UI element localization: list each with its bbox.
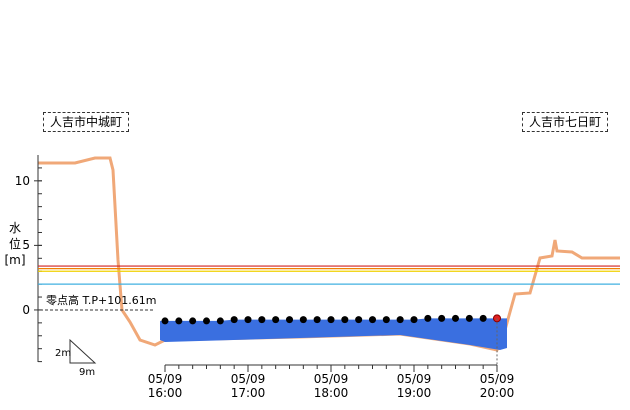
water-area	[160, 318, 507, 350]
water-level-point	[161, 317, 169, 325]
water-level-point	[286, 316, 293, 324]
y-tick-label: 10	[14, 173, 30, 188]
datum-label: 零点高 T.P+101.61m	[46, 294, 157, 307]
water-level-point	[410, 316, 418, 324]
scale-triangle	[69, 338, 97, 364]
water-level-point	[189, 317, 197, 325]
x-tick-label: 05/09 16:00	[147, 372, 183, 400]
water-level-point	[230, 316, 238, 324]
x-tick-label: 05/09 20:00	[479, 372, 515, 400]
x-tick-label: 05/09 17:00	[230, 372, 266, 400]
water-level-point	[355, 316, 363, 324]
water-level-point	[382, 316, 390, 324]
left-station: 人吉市中城町	[43, 112, 130, 132]
water-level-point	[396, 316, 404, 324]
water-level-point	[327, 316, 335, 324]
y-tick-label: 5	[22, 238, 30, 253]
y-label: 水位[m]	[4, 221, 26, 267]
scale-h: 9m	[79, 367, 96, 378]
y-tick-label: 0	[22, 302, 30, 317]
water-level-point	[438, 314, 446, 322]
scale-v: 2m	[55, 348, 72, 359]
water-level-point	[452, 314, 459, 322]
water-level-point	[175, 317, 183, 325]
water-level-point	[465, 314, 473, 322]
water-level-point	[424, 314, 432, 322]
x-tick-label: 05/09 18:00	[313, 372, 349, 400]
water-level-point	[341, 316, 349, 324]
water-level-point	[258, 316, 266, 324]
water-level-point	[299, 316, 307, 324]
water-level-point	[479, 314, 487, 322]
water-level-point	[272, 316, 280, 324]
water-level-point	[216, 317, 224, 325]
water-level-point	[369, 316, 376, 324]
water-level-point	[203, 317, 210, 325]
water-level-point	[244, 316, 252, 324]
water-level-point	[313, 316, 321, 324]
x-tick-label: 05/09 19:00	[396, 372, 432, 400]
right-station: 人吉市七日町	[522, 112, 609, 132]
